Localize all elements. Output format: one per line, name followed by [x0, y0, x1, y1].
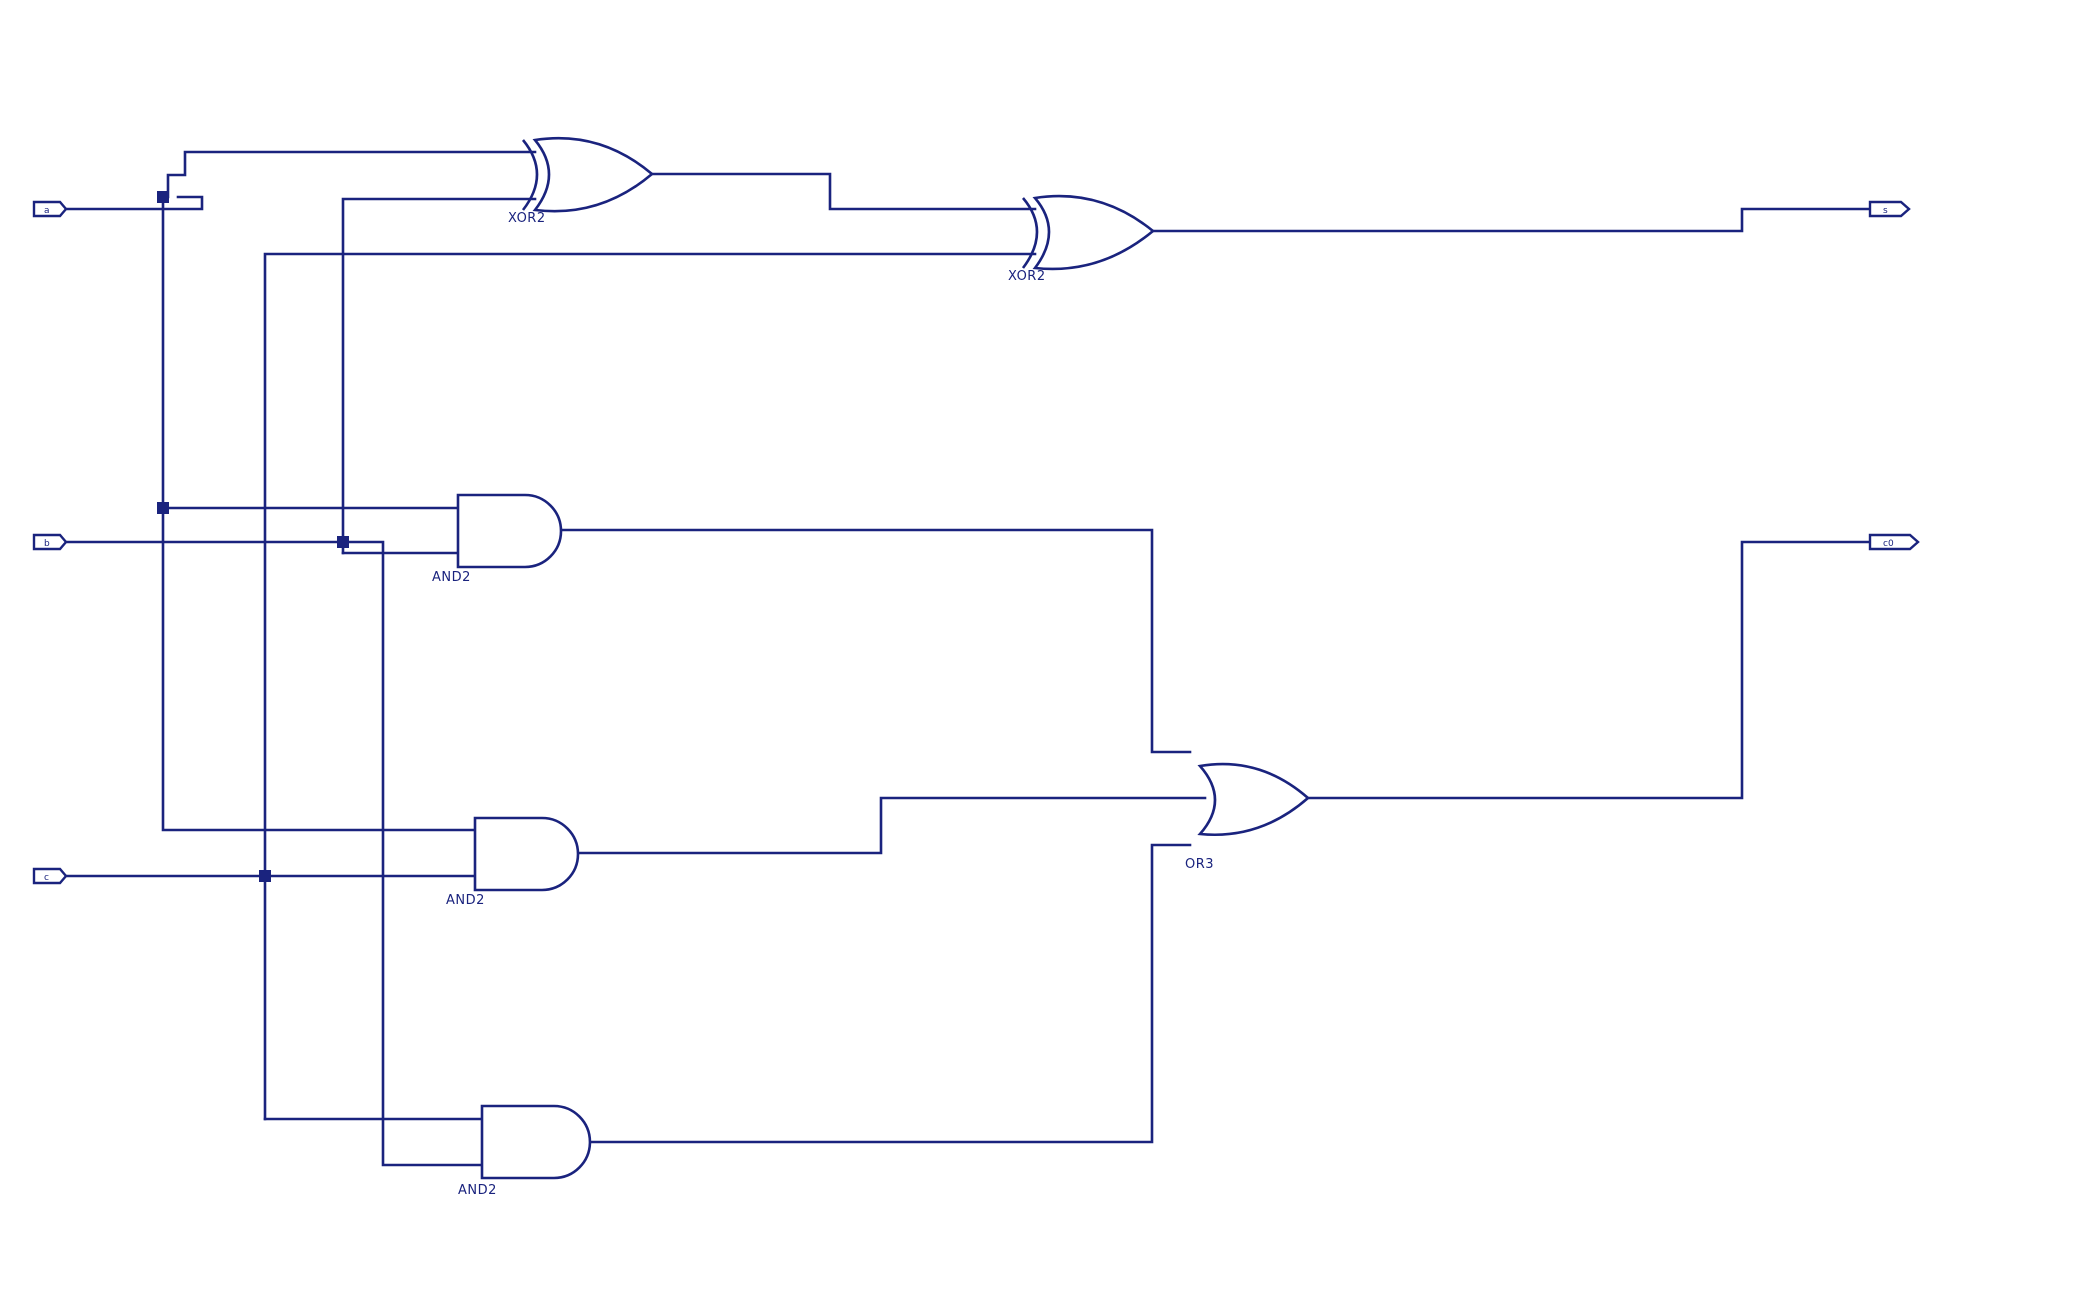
- or-gate[interactable]: OR3: [1185, 762, 1310, 872]
- junction-dot: [337, 536, 349, 548]
- junctions: [157, 191, 349, 882]
- port-shape: [32, 533, 68, 551]
- wire-a-vertical: [161, 195, 477, 832]
- xor-gate-extra-arc: [1021, 197, 1039, 269]
- wire-or-to-c0: [1306, 540, 1872, 800]
- port-shape: [1868, 533, 1920, 551]
- wire-b-to-xor1: [341, 197, 537, 555]
- wire-and3-to-or: [588, 843, 1192, 1144]
- wire-and2-to-or: [575, 796, 1207, 855]
- wire-a-input: [58, 195, 204, 211]
- port-label-c0: c0: [1883, 539, 1894, 549]
- xor-gate-1[interactable]: XOR2: [508, 136, 655, 226]
- port-shape: [32, 867, 68, 885]
- and-gate-1[interactable]: AND2: [432, 493, 563, 585]
- gate-label-xor1: XOR2: [508, 211, 546, 226]
- wire-b-input: [58, 540, 484, 1167]
- wire-and1-to-or: [560, 528, 1192, 754]
- port-label-a: a: [44, 206, 50, 216]
- port-label-s: s: [1883, 206, 1888, 216]
- gate-label-or: OR3: [1185, 857, 1214, 872]
- wire-xor2-to-s: [1151, 207, 1872, 233]
- input-port-b[interactable]: b: [32, 533, 68, 551]
- and-gate-3[interactable]: AND2: [458, 1104, 592, 1198]
- wire-a-to-xor1: [166, 150, 537, 199]
- junction-dot: [259, 870, 271, 882]
- xor-gate-2[interactable]: XOR2: [1008, 194, 1156, 284]
- junction-dot: [157, 502, 169, 514]
- gate-label-and3: AND2: [458, 1183, 497, 1198]
- output-port-s[interactable]: s: [1868, 200, 1911, 218]
- input-port-c[interactable]: c: [32, 867, 68, 885]
- port-shape: [1868, 200, 1911, 218]
- wire-xor1-to-xor2: [650, 172, 1037, 211]
- port-label-c: c: [44, 873, 49, 883]
- wires: [58, 150, 1872, 1167]
- gate-label-and2: AND2: [446, 893, 485, 908]
- junction-dot: [157, 191, 169, 203]
- xor-gate-extra-arc: [521, 139, 539, 211]
- xor-gate-body: [532, 136, 655, 213]
- wire-c-vertical: [263, 252, 1037, 1121]
- and-gate-body: [480, 1104, 592, 1180]
- port-label-b: b: [44, 539, 50, 549]
- and-gate-2[interactable]: AND2: [446, 816, 580, 908]
- gate-label-and1: AND2: [432, 570, 471, 585]
- xor-gate-body: [1032, 194, 1156, 271]
- input-port-a[interactable]: a: [32, 200, 68, 218]
- or-gate-body: [1197, 762, 1310, 836]
- and-gate-body: [473, 816, 580, 892]
- gate-label-xor2: XOR2: [1008, 269, 1046, 284]
- port-shape: [32, 200, 68, 218]
- output-port-c0[interactable]: c0: [1868, 533, 1920, 551]
- and-gate-body: [456, 493, 563, 569]
